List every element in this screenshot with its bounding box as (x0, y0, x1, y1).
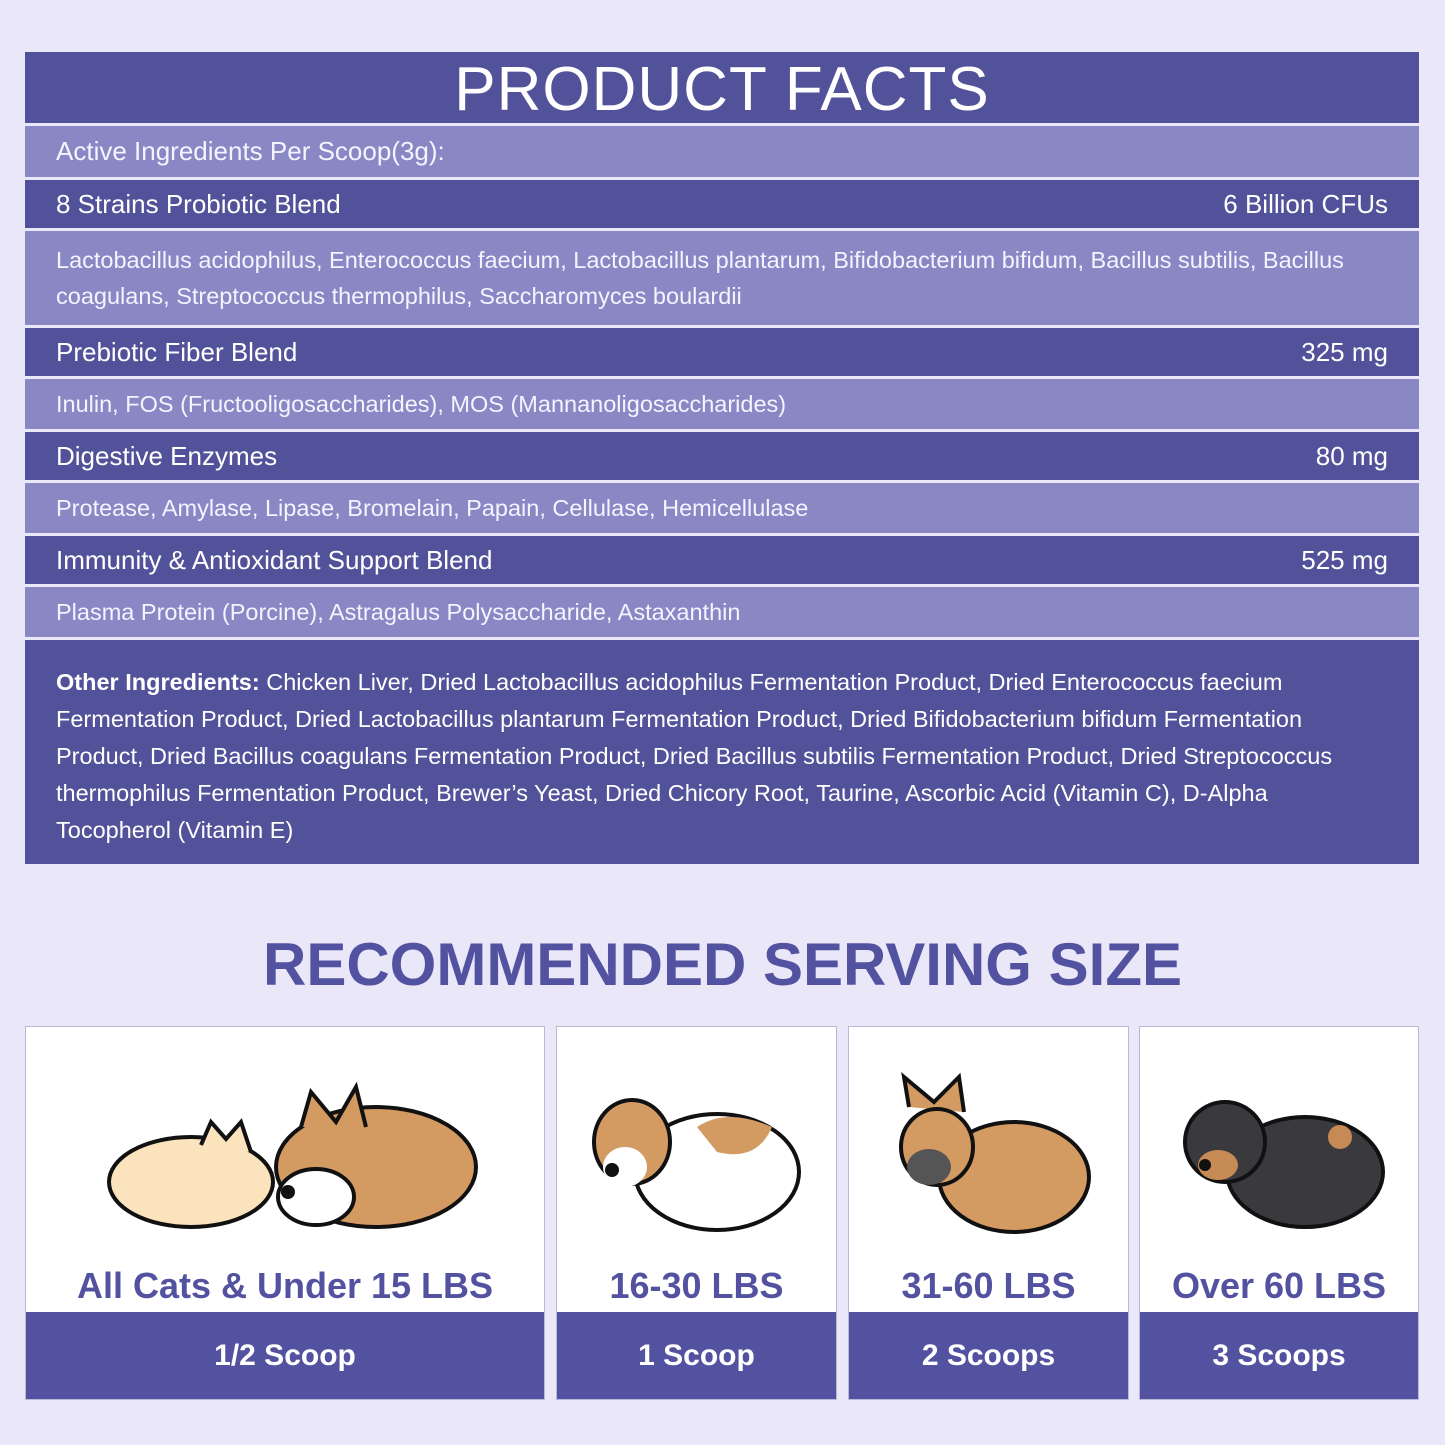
ingredient-details: Plasma Protein (Porcine), Astragalus Pol… (25, 587, 1419, 640)
ingredient-details-text: Plasma Protein (Porcine), Astragalus Pol… (56, 598, 741, 625)
ingredient-amount: 325 mg (1301, 336, 1388, 367)
serving-weight-label: Over 60 LBS (1171, 1265, 1387, 1306)
ingredient-details-text: Protease, Amylase, Lipase, Bromelain, Pa… (56, 494, 809, 521)
serving-size-title: RECOMMENDED SERVING SIZE (262, 931, 1182, 998)
ingredient-row: Immunity & Antioxidant Support Blend 525 … (25, 536, 1419, 587)
serving-card: 31-60 LBS 2 Scoops (848, 1026, 1129, 1400)
ingredient-amount: 80 mg (1315, 440, 1388, 471)
other-ingredients: Other Ingredients: Chicken Liver, Dried … (25, 640, 1419, 867)
serving-amount: 1/2 Scoop (26, 1312, 544, 1399)
ingredient-name: Prebiotic Fiber Blend (56, 336, 298, 367)
ingredient-details: Inulin, FOS (Fructooligosaccharides), MO… (25, 379, 1419, 432)
serving-amount: 3 Scoops (1140, 1312, 1418, 1399)
ingredient-row: Prebiotic Fiber Blend 325 mg (25, 328, 1419, 379)
ingredient-amount: 525 mg (1301, 544, 1388, 575)
ingredient-details: Protease, Amylase, Lipase, Bromelain, Pa… (25, 483, 1419, 536)
ingredient-row: Digestive Enzymes 80 mg (25, 432, 1419, 483)
active-ingredients-header: Active Ingredients Per Scoop(3g): (25, 126, 1419, 180)
ingredient-row: 8 Strains Probiotic Blend 6 Billion CFUs (25, 180, 1419, 231)
serving-amount: 1 Scoop (557, 1312, 836, 1399)
serving-card: All Cats & Under 15 LBS 1/2 Scoop (25, 1026, 545, 1400)
ingredient-details-text: Inulin, FOS (Fructooligosaccharides), MO… (56, 390, 787, 417)
product-facts-panel: PRODUCT FACTS Active Ingredients Per Sco… (25, 52, 1419, 867)
serving-amount: 2 Scoops (849, 1312, 1128, 1399)
ingredient-details: Lactobacillus acidophilus, Enterococcus … (25, 231, 1419, 328)
serving-card: Over 60 LBS 3 Scoops (1139, 1026, 1419, 1400)
beagle-illustration-icon (592, 1098, 801, 1232)
serving-card: 16-30 LBS 1 Scoop (556, 1026, 837, 1400)
other-ingredients-label: Other Ingredients: (56, 669, 260, 695)
other-ingredients-text: Chicken Liver, Dried Lactobacillus acido… (56, 669, 1333, 843)
active-ingredients-label: Active Ingredients Per Scoop(3g): (56, 136, 445, 166)
serving-weight-label: All Cats & Under 15 LBS (76, 1265, 494, 1306)
ingredient-amount: 6 Billion CFUs (1223, 188, 1388, 219)
cat-and-corgi-illustration-icon (107, 1081, 478, 1229)
serving-weight-label: 31-60 LBS (901, 1265, 1076, 1306)
rottweiler-illustration-icon (1183, 1100, 1385, 1229)
ingredient-name: Digestive Enzymes (56, 440, 278, 471)
page-title: PRODUCT FACTS (25, 52, 1419, 126)
french-bulldog-illustration-icon (899, 1072, 1091, 1234)
serving-weight-label: 16-30 LBS (609, 1265, 784, 1306)
ingredient-name: Immunity & Antioxidant Support Blend (56, 544, 493, 575)
ingredient-name: 8 Strains Probiotic Blend (56, 188, 341, 219)
